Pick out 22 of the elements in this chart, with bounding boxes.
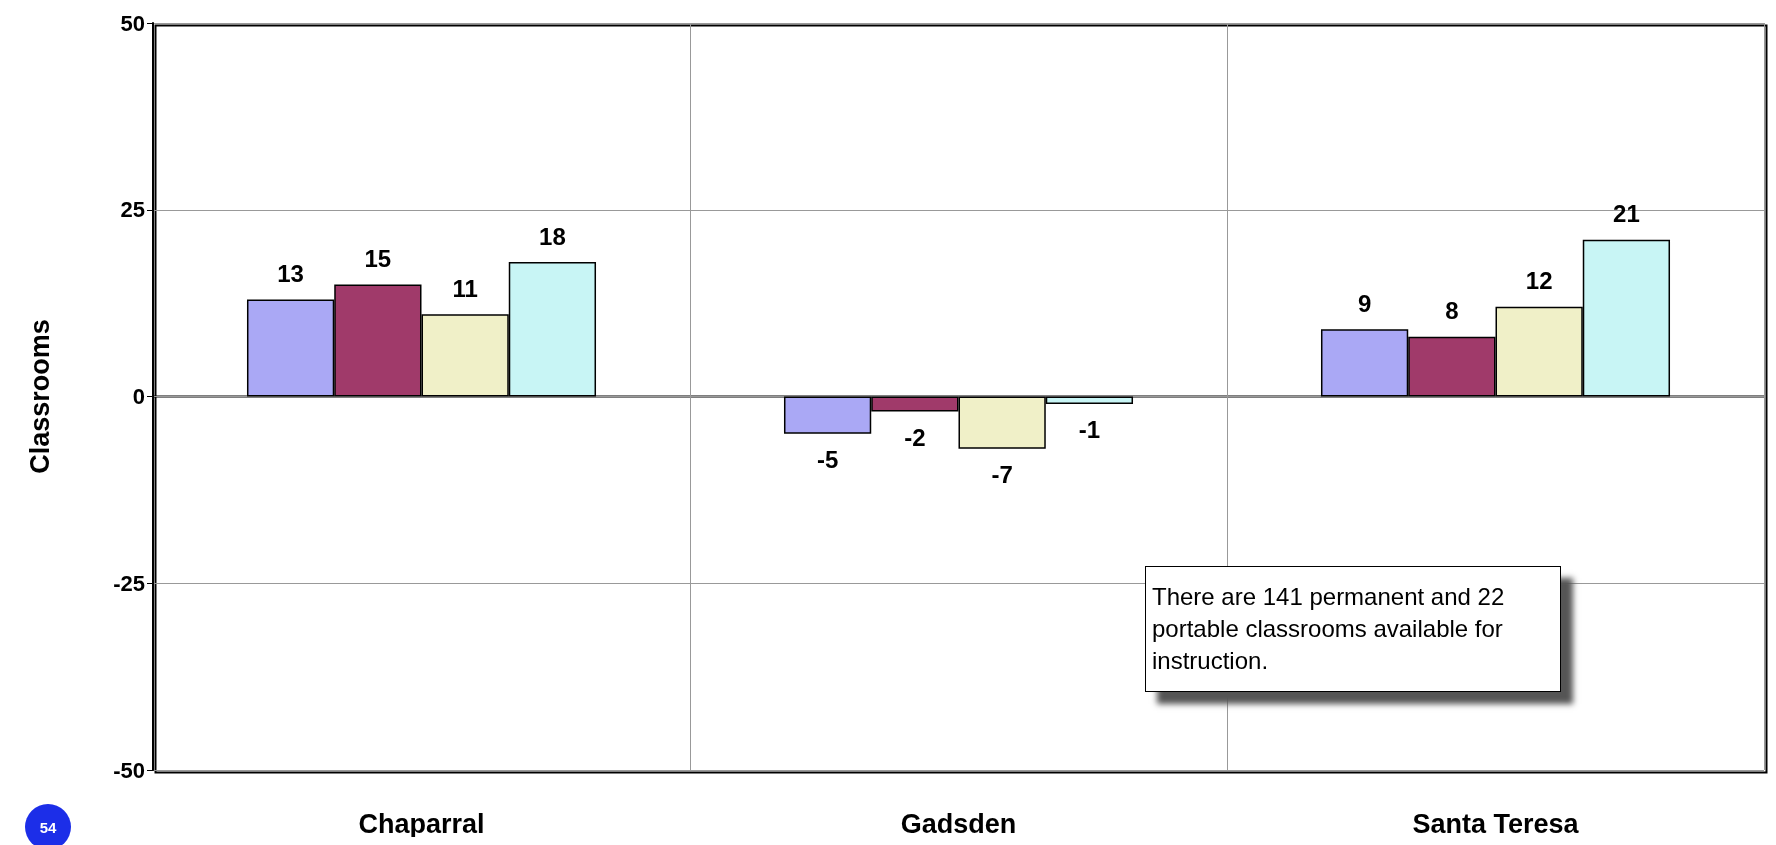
- data-label: 11: [452, 274, 478, 302]
- annotation: There are 141 permanent and 22 portable classrooms available for instruction.: [1145, 566, 1561, 692]
- y-tick-label: 25: [120, 197, 145, 223]
- data-label: 18: [539, 222, 566, 250]
- data-label: 13: [277, 259, 304, 287]
- y-tick-label: -25: [113, 570, 145, 596]
- data-label: 12: [1525, 267, 1553, 295]
- y-axis-title: Classrooms: [24, 319, 55, 474]
- y-tick-label: -50: [113, 757, 145, 783]
- data-label: 15: [364, 244, 392, 272]
- data-label: -1: [1078, 416, 1101, 444]
- data-label: 21: [1613, 200, 1640, 228]
- data-label: -5: [816, 446, 839, 474]
- data-label: -2: [904, 423, 926, 451]
- y-tick-label: 50: [120, 10, 145, 36]
- data-label: -7: [991, 461, 1013, 489]
- x-tick-label: Santa Teresa: [1412, 808, 1580, 839]
- x-tick-label: Gadsden: [900, 808, 1017, 839]
- y-tick-label: 0: [132, 384, 145, 409]
- data-label: 8: [1445, 297, 1459, 325]
- page-number-badge: 54: [25, 804, 71, 845]
- data-label: 9: [1357, 289, 1372, 317]
